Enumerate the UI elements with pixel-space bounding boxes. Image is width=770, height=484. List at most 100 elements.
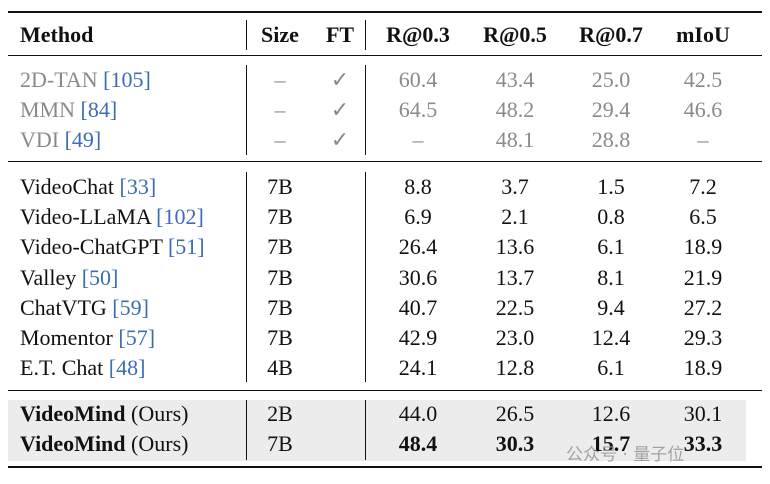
- citation: [105]: [103, 67, 151, 92]
- size-cell: 7B: [267, 294, 293, 322]
- header-cell: mIoU: [676, 21, 730, 49]
- score: 7.2: [689, 174, 717, 199]
- ft-cell: ✓: [331, 126, 349, 154]
- highlight-background: [8, 400, 746, 461]
- score-cell: 12.4: [592, 324, 631, 352]
- score-cell: 30.6: [399, 264, 438, 292]
- method-name: Momentor: [20, 325, 113, 350]
- score: 3.7: [501, 174, 529, 199]
- finetune-check: ✓: [330, 68, 350, 93]
- score-cell: 9.4: [597, 294, 625, 322]
- method-cell: VDI [49]: [20, 126, 101, 154]
- score: 18.9: [683, 355, 723, 381]
- top-rule: [8, 11, 762, 13]
- score-cell: 48.4: [399, 430, 438, 458]
- score: 29.4: [591, 97, 631, 122]
- score-cell: 33.3: [684, 430, 723, 458]
- score: 6.1: [597, 234, 625, 260]
- score-cell: 26.5: [496, 400, 535, 428]
- size: –: [274, 127, 286, 152]
- score-cell: 26.4: [399, 233, 438, 261]
- column-separator: [246, 20, 247, 50]
- size: 7B: [267, 325, 293, 350]
- size: 7B: [267, 264, 293, 290]
- size-cell: 7B: [267, 173, 293, 201]
- score: 8.1: [597, 264, 625, 290]
- score-cell: 43.4: [496, 66, 535, 94]
- citation: [50]: [81, 264, 119, 290]
- score-cell: 30.1: [684, 400, 723, 428]
- score: 6.9: [404, 204, 432, 230]
- score: 27.2: [683, 294, 723, 320]
- header-text: mIoU: [676, 22, 730, 47]
- score-cell: 48.1: [496, 126, 535, 154]
- header-text: R@0.3: [386, 22, 450, 47]
- size: 7B: [267, 431, 293, 456]
- size-cell: 7B: [267, 324, 293, 352]
- score: 30.1: [683, 401, 723, 426]
- score: 12.4: [591, 325, 631, 350]
- score: 26.4: [398, 234, 438, 260]
- method-name: VideoChat: [20, 174, 114, 199]
- score-cell: 13.6: [496, 233, 535, 261]
- header-text: Size: [261, 22, 299, 47]
- size-cell: 7B: [267, 203, 293, 231]
- score-cell: 25.0: [592, 66, 631, 94]
- score-cell: –: [698, 126, 709, 154]
- size-cell: –: [275, 126, 286, 154]
- watermark-text: 公众号 · 量子位: [566, 445, 685, 465]
- score-cell: 28.8: [592, 126, 631, 154]
- score-cell: 18.9: [684, 354, 723, 382]
- column-separator: [365, 172, 366, 382]
- score: 15.7: [591, 431, 631, 456]
- score-cell: 21.9: [684, 264, 723, 292]
- score: 13.6: [495, 234, 535, 260]
- citation: [48]: [108, 355, 146, 381]
- score-cell: 30.3: [496, 430, 535, 458]
- group-rule: [8, 390, 762, 391]
- column-separator: [365, 400, 366, 460]
- citation: [49]: [64, 127, 102, 152]
- score-cell: 2.1: [501, 203, 529, 231]
- method-note: (Ours): [131, 401, 189, 426]
- score: 28.8: [591, 127, 631, 152]
- header-cell: R@0.5: [483, 21, 547, 49]
- method-name: VideoMind: [20, 431, 126, 456]
- ft-cell: ✓: [331, 66, 349, 94]
- score-cell: 29.4: [592, 96, 631, 124]
- header-rule: [8, 55, 762, 56]
- size: 4B: [267, 355, 293, 381]
- score-cell: 24.1: [399, 354, 438, 382]
- score-cell: 7.2: [689, 173, 717, 201]
- finetune-check: ✓: [330, 128, 350, 153]
- size-cell: –: [275, 66, 286, 94]
- score: 22.5: [495, 294, 535, 320]
- score-cell: 6.1: [597, 233, 625, 261]
- size-cell: 2B: [267, 400, 293, 428]
- method-name: ChatVTG: [20, 294, 107, 320]
- score-cell: 64.5: [399, 96, 438, 124]
- citation: [84]: [80, 97, 118, 122]
- method-cell: ChatVTG [59]: [20, 294, 149, 322]
- column-separator: [246, 400, 247, 460]
- size-cell: 7B: [267, 233, 293, 261]
- score: 26.5: [495, 401, 535, 426]
- score: 44.0: [398, 401, 438, 426]
- score: 25.0: [591, 67, 631, 92]
- score: 30.3: [495, 431, 535, 456]
- finetune-check: ✓: [330, 98, 350, 123]
- score: 2.1: [501, 204, 529, 230]
- size: 7B: [267, 204, 293, 230]
- method-name: Valley: [20, 264, 77, 290]
- score: –: [697, 127, 709, 152]
- score: 21.9: [683, 264, 723, 290]
- method-name: MMN: [20, 97, 76, 122]
- size-cell: –: [275, 96, 286, 124]
- method-cell: Video-LLaMA [102]: [20, 203, 204, 231]
- method-cell: VideoMind (Ours): [20, 430, 188, 458]
- score-cell: 0.8: [597, 203, 625, 231]
- bottom-rule: [8, 466, 762, 468]
- score: 6.5: [689, 204, 717, 230]
- column-separator: [365, 20, 366, 50]
- score-cell: 6.5: [689, 203, 717, 231]
